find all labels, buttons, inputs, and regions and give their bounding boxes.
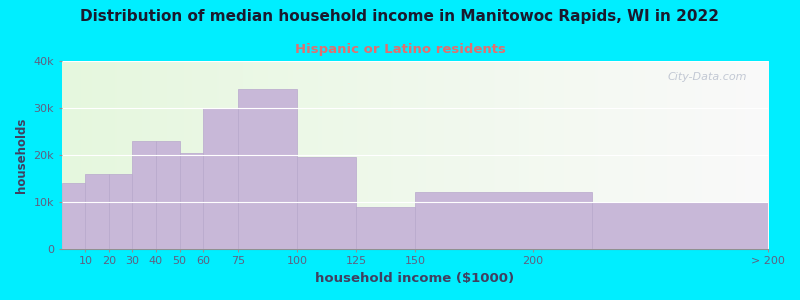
Text: Hispanic or Latino residents: Hispanic or Latino residents <box>294 44 506 56</box>
Bar <box>156 141 179 249</box>
Bar <box>62 183 86 249</box>
Bar <box>356 206 415 249</box>
Bar <box>415 193 591 249</box>
Bar <box>109 174 133 249</box>
Bar <box>86 174 109 249</box>
Bar <box>203 108 238 249</box>
Bar <box>298 157 356 249</box>
Text: City-Data.com: City-Data.com <box>667 72 747 82</box>
Y-axis label: households: households <box>15 117 28 193</box>
X-axis label: household income ($1000): household income ($1000) <box>315 272 514 285</box>
Text: Distribution of median household income in Manitowoc Rapids, WI in 2022: Distribution of median household income … <box>81 9 719 24</box>
Bar <box>238 89 298 249</box>
Bar <box>591 202 768 249</box>
Bar <box>133 141 156 249</box>
Bar <box>179 153 203 249</box>
